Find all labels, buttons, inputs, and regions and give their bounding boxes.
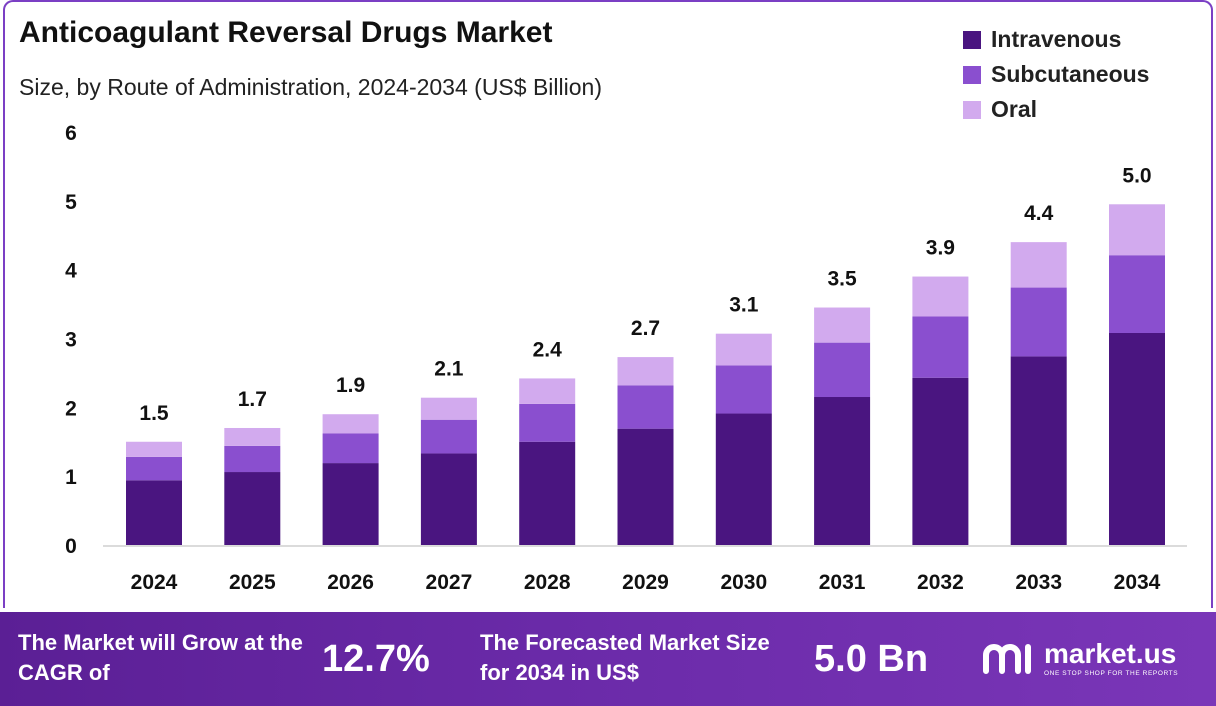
bar-segment-intravenous: [420, 453, 477, 545]
bar-segment-intravenous: [1109, 332, 1165, 545]
forecast-value: 5.0 Bn: [814, 638, 929, 680]
legend-item-oral: Oral: [963, 92, 1149, 127]
x-tick-label: 2029: [622, 571, 669, 594]
logo-tagline: ONE STOP SHOP FOR THE REPORTS: [1044, 670, 1179, 677]
y-tick-label: 4: [65, 260, 77, 283]
bar-total-label: 2.7: [631, 317, 660, 340]
bar-segment-oral: [420, 397, 477, 420]
chart-subtitle: Size, by Route of Administration, 2024-2…: [19, 74, 602, 100]
bar-segment-oral: [519, 378, 576, 404]
y-tick-label: 6: [65, 122, 77, 145]
bar-segment-oral: [1010, 242, 1067, 288]
y-tick-label: 5: [65, 191, 77, 214]
bar-segment-oral: [617, 357, 674, 386]
bar-segment-intravenous: [1010, 356, 1067, 545]
bar-total-label: 1.7: [238, 388, 267, 411]
market-us-logo: market.us ONE STOP SHOP FOR THE REPORTS: [982, 640, 1178, 677]
forecast-text: The Forecasted Market Size for 2034 in U…: [480, 630, 770, 685]
bar-total-label: 1.9: [336, 374, 365, 397]
bar-segment-subcutaneous: [322, 433, 379, 464]
x-tick-label: 2032: [917, 571, 964, 594]
bar-segment-intravenous: [715, 413, 772, 545]
bar-segment-oral: [912, 276, 969, 317]
bar-segment-intravenous: [617, 428, 674, 545]
bar-segment-subcutaneous: [715, 365, 772, 414]
bar-segment-intravenous: [322, 463, 379, 545]
x-tick-label: 2024: [131, 571, 178, 594]
bar-segment-subcutaneous: [814, 342, 871, 398]
chart-frame: Anticoagulant Reversal Drugs Market Size…: [3, 0, 1213, 608]
legend-item-subcutaneous: Subcutaneous: [963, 57, 1149, 92]
legend-label: Oral: [991, 96, 1038, 122]
x-tick-label: 2026: [327, 571, 374, 594]
bar-total-label: 1.5: [139, 402, 169, 425]
x-tick-label: 2031: [819, 571, 866, 594]
bar-segment-subcutaneous: [224, 445, 281, 473]
bar-segment-oral: [814, 307, 871, 343]
legend-label: Intravenous: [991, 26, 1122, 52]
x-tick-label: 2028: [524, 571, 571, 594]
bar-segment-subcutaneous: [126, 456, 182, 481]
x-tick-label: 2033: [1015, 571, 1062, 594]
legend-item-intravenous: Intravenous: [963, 22, 1149, 57]
summary-footer: The Market will Grow at the CAGR of 12.7…: [0, 612, 1216, 706]
bar-total-label: 5.0: [1122, 164, 1151, 187]
x-tick-label: 2030: [720, 571, 767, 594]
logo-name: market.us: [1044, 638, 1177, 669]
cagr-text: The Market will Grow at the CAGR of: [18, 630, 303, 685]
y-tick-label: 3: [65, 329, 77, 352]
bar-total-label: 3.1: [729, 294, 759, 317]
x-tick-label: 2034: [1114, 571, 1161, 594]
bar-segment-oral: [322, 414, 379, 434]
bar-segment-subcutaneous: [519, 403, 576, 442]
bar-segment-oral: [1109, 204, 1165, 256]
x-tick-label: 2027: [426, 571, 473, 594]
bar-segment-intravenous: [519, 441, 576, 545]
bar-segment-intravenous: [224, 472, 281, 545]
legend-swatch-oral: [963, 100, 981, 119]
y-tick-label: 0: [65, 535, 77, 558]
bar-segment-subcutaneous: [1010, 287, 1067, 357]
market-us-logo-icon: [983, 643, 1031, 674]
stacked-bar-chart: 0 1 2 3 4 5 6 1.5 2024 1.7 2025 1.9 2026 2.1 2027 2.4 20…: [65, 122, 1187, 594]
bar-total-label: 2.4: [533, 338, 563, 361]
bar-total-label: 3.5: [827, 268, 857, 291]
bar-segment-oral: [126, 441, 182, 457]
bar-segment-subcutaneous: [1109, 255, 1165, 333]
y-tick-label: 1: [65, 466, 77, 489]
y-tick-label: 2: [65, 397, 77, 420]
bar-segment-oral: [224, 427, 281, 446]
x-tick-label: 2025: [229, 571, 276, 594]
cagr-value: 12.7%: [322, 638, 430, 680]
bar-segment-oral: [715, 333, 772, 366]
bar-segment-intravenous: [912, 377, 969, 545]
legend-swatch-intravenous: [963, 30, 981, 49]
bar-segment-intravenous: [814, 397, 871, 545]
legend-swatch-subcutaneous: [963, 65, 981, 84]
bar-segment-subcutaneous: [912, 316, 969, 378]
bar-total-label: 2.1: [434, 358, 464, 381]
bar-total-label: 4.4: [1024, 202, 1054, 225]
bar-total-label: 3.9: [926, 237, 955, 260]
bar-segment-subcutaneous: [420, 419, 477, 454]
chart-title: Anticoagulant Reversal Drugs Market: [19, 16, 553, 49]
bar-segment-intravenous: [126, 480, 182, 545]
legend-label: Subcutaneous: [991, 61, 1150, 87]
bar-segment-subcutaneous: [617, 385, 674, 429]
chart-legend: Intravenous Subcutaneous Oral: [963, 22, 1149, 127]
